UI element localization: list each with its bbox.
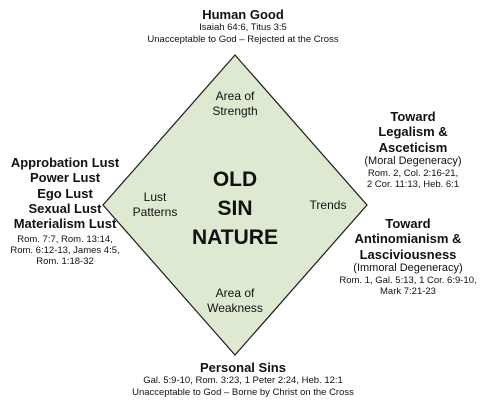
antinomianism-sub: (Immoral Degeneracy) (353, 261, 463, 274)
antinomianism-refs-line: Rom. 1, Gal. 5:13, 1 Cor. 6:9-10, (339, 274, 477, 286)
lust-patterns-label: Lust Patterns (125, 190, 185, 220)
center-line-nature: NATURE (192, 225, 278, 249)
personal-sins-block: Personal Sins Gal. 5:9-10, Rom. 3:23, 1 … (0, 360, 486, 398)
lust-item: Ego Lust (37, 185, 93, 201)
trends-line: Trends (309, 198, 347, 212)
human-good-title: Human Good (202, 7, 284, 22)
lust-item: Approbation Lust (10, 155, 120, 170)
lust-refs-line: Rom. 6:12-13, James 4:5, (10, 244, 120, 256)
old-sin-nature-diamond (102, 54, 368, 356)
legalism-sub: (Moral Degeneracy) (364, 154, 462, 167)
antinomianism-refs-line: Mark 7:21-23 (380, 286, 436, 298)
area-of-strength-label: Area of Strength (195, 89, 275, 119)
human-good-note: Unacceptable to God – Rejected at the Cr… (147, 33, 339, 45)
trends-label: Trends (298, 198, 358, 213)
antinomianism-block: Toward Antinomianism & Lasciviousness (I… (330, 216, 486, 297)
area-of-strength-line: Strength (212, 104, 258, 118)
personal-sins-title: Personal Sins (200, 360, 286, 375)
lust-patterns-line: Patterns (132, 205, 178, 219)
lust-item: Materialism Lust (13, 216, 117, 232)
legalism-line: Asceticism (378, 139, 448, 155)
area-of-weakness-label: Area of Weakness (195, 286, 275, 316)
area-of-weakness-line: Weakness (207, 301, 263, 315)
personal-sins-note: Unacceptable to God – Borne by Christ on… (132, 386, 354, 398)
antinomianism-line: Toward (385, 216, 431, 231)
lust-refs-line: Rom. 1:18-32 (36, 256, 94, 268)
legalism-line: Toward (390, 109, 436, 124)
antinomianism-line: Lasciviousness (359, 246, 457, 262)
human-good-block: Human Good Isaiah 64:6, Titus 3:5 Unacce… (0, 7, 486, 45)
legalism-block: Toward Legalism & Asceticism (Moral Dege… (340, 109, 486, 190)
lust-patterns-line: Lust (143, 190, 167, 204)
legalism-line: Legalism & (378, 124, 448, 140)
antinomianism-line: Antinomianism & (354, 231, 462, 247)
area-of-weakness-line: Area of (215, 286, 255, 300)
center-line-old: OLD (212, 168, 258, 191)
personal-sins-refs: Gal. 5:9-10, Rom. 3:23, 1 Peter 2:24, He… (143, 375, 343, 387)
legalism-refs-line: Rom. 2, Col. 2:16-21, (367, 167, 459, 179)
lust-refs-line: Rom. 7:7, Rom. 13:14, (17, 233, 113, 245)
human-good-refs: Isaiah 64:6, Titus 3:5 (199, 22, 287, 34)
legalism-refs-line: 2 Cor. 11:13, Heb. 6:1 (366, 179, 460, 191)
lust-list-block: Approbation Lust Power Lust Ego Lust Sex… (0, 155, 130, 267)
area-of-strength-line: Area of (215, 89, 255, 103)
lust-item: Sexual Lust (28, 200, 102, 216)
center-line-sin: SIN (217, 196, 253, 220)
old-sin-nature-title: OLD SIN NATURE (190, 166, 280, 253)
lust-item: Power Lust (29, 170, 101, 186)
